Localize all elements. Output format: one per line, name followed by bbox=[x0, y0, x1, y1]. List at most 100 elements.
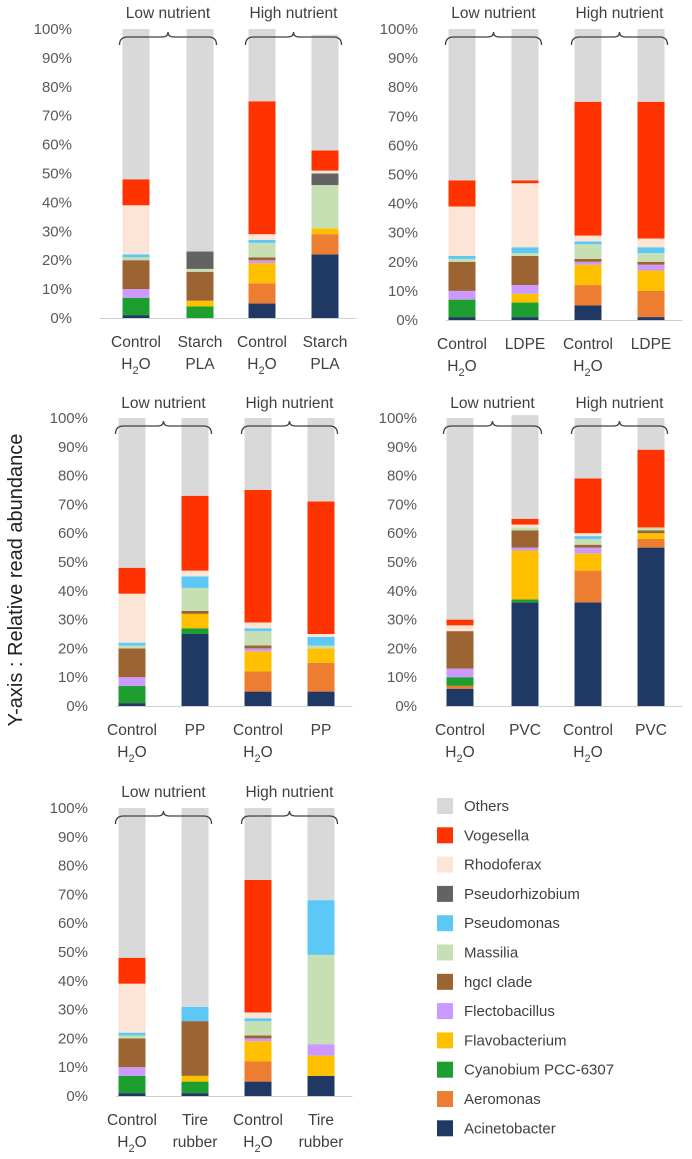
bar-segment-rhodoferax bbox=[446, 625, 474, 632]
category-label: Starch bbox=[303, 334, 348, 351]
bar-segment-others bbox=[122, 29, 150, 180]
y-tick-label: 70% bbox=[388, 108, 418, 125]
y-tick-label: 60% bbox=[58, 915, 88, 932]
bar-segment-pseudomonas bbox=[181, 1006, 209, 1022]
bar-segment-cyanobium-pcc-6307 bbox=[118, 685, 146, 704]
group-label-high-nutrient: High nutrient bbox=[246, 784, 335, 801]
legend-swatch-massilia bbox=[437, 944, 453, 961]
legend: Others Vogesella Rhodoferax Pseudorhizobium… bbox=[437, 798, 614, 1137]
y-tick-label: 10% bbox=[388, 283, 418, 300]
bar-segment-vogesella bbox=[244, 880, 272, 1013]
bar-segment-hgci-clade bbox=[244, 645, 272, 649]
category-label: H2O bbox=[573, 358, 602, 379]
bar-segment-pseudomonas bbox=[307, 636, 335, 646]
y-tick-label: 0% bbox=[50, 310, 72, 327]
y-tick-label: 50% bbox=[58, 554, 88, 571]
category-label: Control bbox=[107, 722, 157, 739]
bar-segment-flavobacterium bbox=[311, 228, 339, 235]
bar-segment-hgci-clade bbox=[122, 260, 150, 290]
y-tick-label: 80% bbox=[388, 79, 418, 96]
legend-label-rhodoferax: Rhodoferax bbox=[464, 857, 542, 874]
category-label: Starch bbox=[178, 334, 223, 351]
category-label: Control bbox=[563, 336, 613, 353]
bar-segment-hgci-clade bbox=[244, 1035, 272, 1039]
legend-label-massilia: Massilia bbox=[464, 945, 519, 962]
group-label-high-nutrient: High nutrient bbox=[250, 5, 339, 22]
legend-swatch-acinetobacter bbox=[437, 1120, 453, 1137]
category-label: LDPE bbox=[631, 336, 672, 353]
bar-segment-massilia bbox=[244, 1021, 272, 1036]
bar-segment-flavobacterium bbox=[574, 264, 602, 286]
bar-segment-hgci-clade bbox=[511, 530, 539, 548]
bar-segment-aeromonas bbox=[637, 290, 665, 318]
bar-segment-cyanobium-pcc-6307 bbox=[181, 1081, 209, 1094]
y-tick-label: 30% bbox=[58, 1002, 88, 1019]
bar-segment-cyanobium-pcc-6307 bbox=[122, 297, 150, 316]
bar-segment-vogesella bbox=[118, 567, 146, 594]
bar-segment-cyanobium-pcc-6307 bbox=[511, 302, 539, 318]
bar-segment-pseudomonas bbox=[244, 1018, 272, 1022]
bar-segment-pseudomonas bbox=[244, 628, 272, 632]
bar-segment-flectobacillus bbox=[446, 668, 474, 678]
bar-segment-massilia bbox=[122, 257, 150, 261]
category-label: Control bbox=[435, 722, 485, 739]
bar-segment-pseudorhizobium bbox=[311, 173, 339, 186]
bar-segment-pseudomonas bbox=[574, 241, 602, 245]
bar-segment-rhodoferax bbox=[248, 234, 276, 240]
bar-segment-others bbox=[307, 808, 335, 901]
category-label: H2O bbox=[121, 356, 150, 377]
y-tick-label: 40% bbox=[58, 583, 88, 600]
bar-segment-vogesella bbox=[118, 957, 146, 984]
group-brace bbox=[570, 420, 669, 435]
legend-swatch-others bbox=[437, 798, 453, 814]
bar-segment-rhodoferax bbox=[307, 634, 335, 637]
bar-segment-others bbox=[307, 418, 335, 502]
bar-segment-massilia bbox=[181, 587, 209, 611]
bar-segment-hgci-clade bbox=[118, 1038, 146, 1068]
y-tick-label: 40% bbox=[42, 194, 72, 211]
y-tick-label: 90% bbox=[58, 439, 88, 456]
category-label: Control bbox=[233, 722, 283, 739]
bar-segment-flavobacterium bbox=[244, 1041, 272, 1062]
legend-swatch-cyanobium-pcc-6307 bbox=[437, 1061, 453, 1078]
legend-swatch-pseudorhizobium bbox=[437, 885, 453, 902]
bar-segment-pseudomonas bbox=[448, 255, 476, 259]
bar-segment-acinetobacter bbox=[574, 305, 602, 320]
legend-label-others: Others bbox=[464, 798, 509, 815]
bar-segment-acinetobacter bbox=[446, 688, 474, 706]
category-label: Control bbox=[233, 1112, 283, 1129]
bar-segment-hgci-clade bbox=[574, 258, 602, 262]
category-label: PP bbox=[311, 722, 332, 739]
bar-segment-cyanobium-pcc-6307 bbox=[511, 599, 539, 603]
group-brace bbox=[444, 31, 543, 46]
category-label: PVC bbox=[509, 722, 541, 739]
bar-segment-acinetobacter bbox=[244, 1081, 272, 1096]
y-tick-label: 60% bbox=[58, 525, 88, 542]
bar-segment-flectobacillus bbox=[574, 261, 602, 265]
bar-segment-hgci-clade bbox=[511, 255, 539, 286]
bar-segment-rhodoferax bbox=[511, 524, 539, 528]
bar-segment-vogesella bbox=[574, 101, 602, 236]
y-tick-label: 100% bbox=[50, 410, 88, 427]
bar-segment-rhodoferax bbox=[574, 235, 602, 242]
group-brace bbox=[118, 31, 218, 46]
bar-segment-pseudomonas bbox=[574, 536, 602, 539]
bar-segment-rhodoferax bbox=[448, 206, 476, 256]
bar-segment-flavobacterium bbox=[244, 651, 272, 672]
y-tick-label: 40% bbox=[387, 583, 417, 600]
bar-segment-vogesella bbox=[574, 478, 602, 534]
y-tick-label: 50% bbox=[387, 554, 417, 571]
legend-swatch-pseudomonas bbox=[437, 915, 453, 932]
category-label: H2O bbox=[573, 744, 602, 765]
bar-segment-pseudorhizobium bbox=[186, 251, 214, 269]
bar-segment-flavobacterium bbox=[181, 613, 209, 629]
chart-panel-tire-rubber: 0% 10% 20% 30% 40% 50% 60% 70% 80% 90% 100% Control… bbox=[50, 784, 353, 1155]
legend-label-vogesella: Vogesella bbox=[464, 827, 530, 844]
y-tick-label: 20% bbox=[388, 254, 418, 271]
bar-segment-acinetobacter bbox=[118, 1093, 146, 1096]
category-label: H2O bbox=[445, 744, 474, 765]
y-tick-label: 20% bbox=[42, 252, 72, 269]
bar-segment-others bbox=[186, 29, 214, 252]
legend-swatch-rhodoferax bbox=[437, 856, 453, 873]
